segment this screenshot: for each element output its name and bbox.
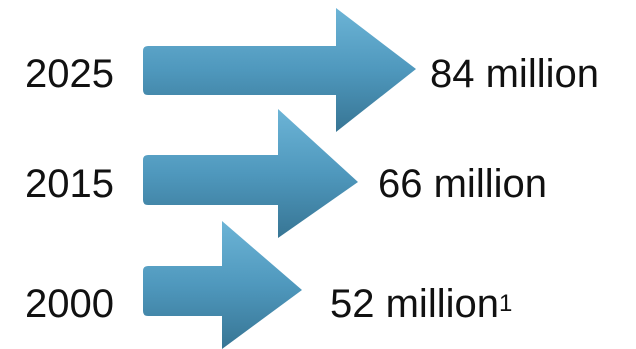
footnote-marker: 1 xyxy=(498,290,513,317)
year-label: 2000 xyxy=(25,282,114,326)
year-label: 2015 xyxy=(25,162,114,206)
value-label: 52 million1 xyxy=(330,282,513,326)
value-label: 66 million xyxy=(378,162,547,206)
value-label: 84 million xyxy=(430,52,599,96)
year-label: 2025 xyxy=(25,52,114,96)
